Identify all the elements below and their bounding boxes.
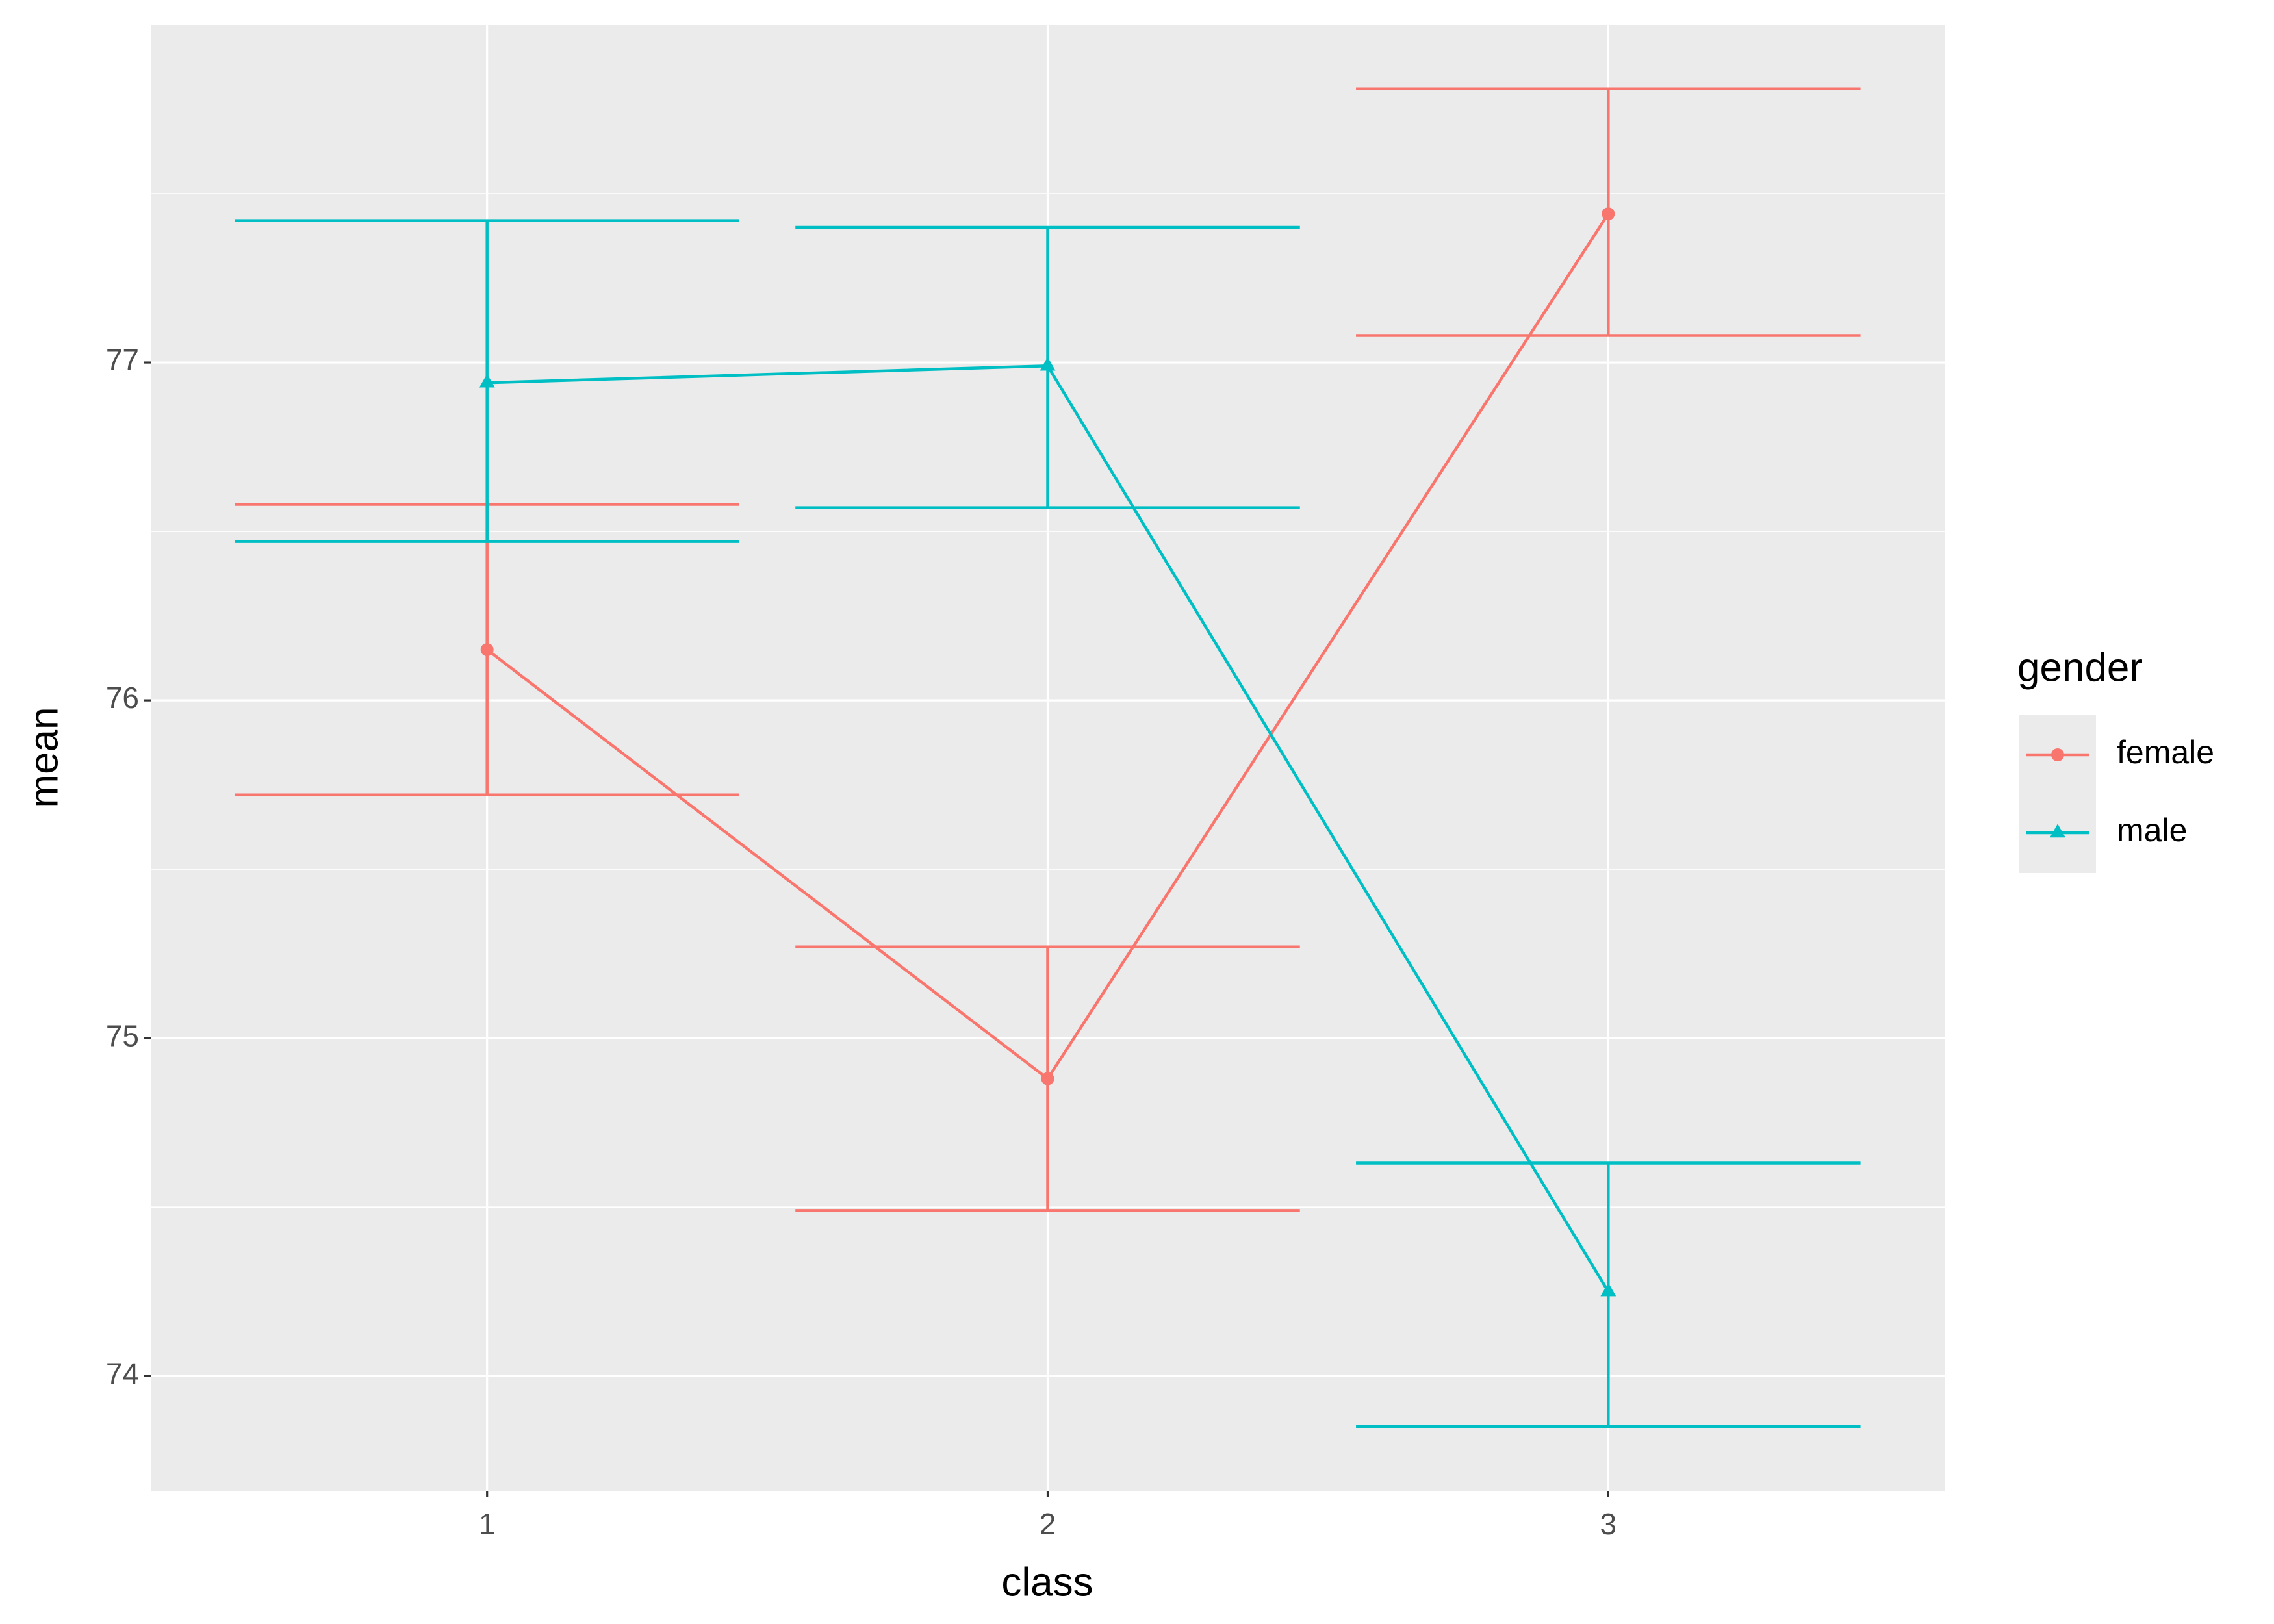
- point: [2050, 824, 2065, 838]
- x-tick-label: 1: [479, 1507, 496, 1541]
- marks: [235, 87, 1861, 1428]
- x-axis-title: class: [1001, 1560, 1093, 1605]
- y-tick-label: 75: [106, 1019, 139, 1052]
- axes: 74 75 76 77 1 2 3: [106, 343, 1616, 1541]
- x-tick-label: 2: [1040, 1507, 1056, 1541]
- y-axis-title: mean: [21, 707, 66, 807]
- y-tick-label: 77: [106, 343, 139, 377]
- point: [1600, 1282, 1616, 1297]
- point: [2051, 748, 2064, 761]
- y-tick-label: 74: [106, 1356, 139, 1390]
- y-tick-label: 76: [106, 681, 139, 715]
- legend: female male: [2019, 715, 2214, 873]
- point: [1040, 357, 1056, 371]
- point: [479, 374, 495, 388]
- legend-title: gender: [2017, 645, 2143, 690]
- legend-label: female: [2117, 734, 2214, 770]
- legend-label: male: [2117, 812, 2187, 848]
- x-tick-label: 3: [1600, 1507, 1617, 1541]
- legend-background: [2019, 715, 2096, 873]
- point: [1041, 1072, 1054, 1085]
- point: [480, 643, 494, 657]
- point: [1602, 207, 1615, 221]
